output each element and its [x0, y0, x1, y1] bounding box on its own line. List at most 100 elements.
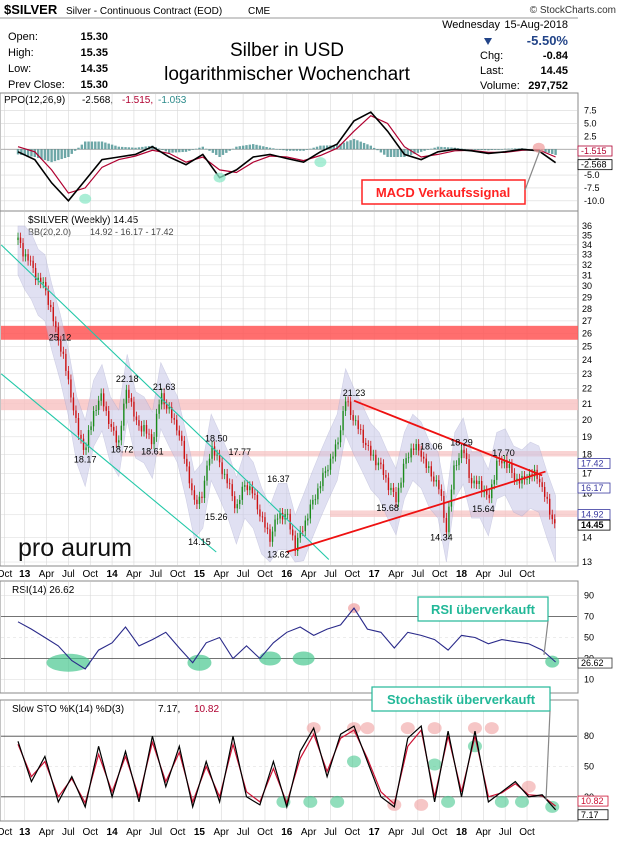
- price-candle-body: [332, 456, 334, 459]
- ppo-histogram-bar: [460, 148, 463, 150]
- x-tick-label: Apr: [476, 569, 492, 580]
- price-candle-body: [385, 474, 387, 478]
- price-candle-body: [453, 465, 455, 490]
- price-candle-body: [196, 499, 198, 505]
- x-tick-label: Apr: [213, 827, 229, 838]
- price-candle-body: [513, 472, 516, 481]
- ppo-histogram-bar: [67, 149, 70, 157]
- price-candle-body: [423, 456, 425, 459]
- rsi-annotation-text: RSI überverkauft: [431, 602, 536, 617]
- ppo-histogram-bar: [137, 147, 141, 150]
- price-candle-body: [244, 485, 246, 487]
- price-candle-body: [511, 464, 513, 473]
- price-value-tag: [577, 458, 611, 469]
- ppo-histogram-bar: [446, 147, 450, 150]
- price-candle-body: [105, 406, 107, 411]
- x-tick-label: Jul: [237, 569, 250, 580]
- ppo-histogram-bar: [493, 149, 497, 150]
- ppo-histogram-bar: [369, 145, 372, 150]
- ppo-histogram-bar: [547, 149, 551, 154]
- ppo-histogram-bar: [309, 148, 312, 150]
- price-candle-body: [354, 420, 357, 422]
- stochastic-highlight-oval: [330, 795, 345, 808]
- price-label: 17.77: [228, 447, 251, 457]
- ppo-histogram-bar: [389, 149, 393, 157]
- price-candle-body: [181, 435, 183, 441]
- price-candle-body: [108, 410, 110, 425]
- price-candle-body: [261, 516, 264, 518]
- ppo-histogram-bar: [483, 149, 487, 151]
- ppo-histogram-bar: [208, 149, 211, 151]
- ppo-histogram-bar: [292, 149, 295, 151]
- ppo-histogram-bar: [120, 146, 124, 150]
- ppo-histogram-bar: [514, 148, 517, 150]
- price-candle-body: [115, 430, 117, 443]
- ppo-histogram-bar: [409, 149, 413, 155]
- price-candle-body: [541, 482, 543, 487]
- price-y-tick-label: 17: [582, 469, 592, 479]
- price-label: 14.34: [430, 533, 453, 543]
- bollinger-band: [17, 225, 556, 563]
- x-tick-label: Jul: [324, 569, 337, 580]
- ppo-histogram-bar: [346, 141, 349, 150]
- ppo-histogram-bar: [157, 148, 161, 150]
- price-candle-body: [123, 403, 125, 426]
- ppo-histogram-bar: [430, 148, 433, 150]
- ppo-legend-name: PPO(12,26,9): [4, 95, 65, 106]
- stochastic-annotation: Stochastik überverkauft: [371, 686, 551, 801]
- price-label: 25.12: [49, 333, 72, 343]
- ppo-line: [17, 111, 557, 203]
- x-tick-label: Jul: [411, 569, 424, 580]
- price-candle-body: [198, 496, 201, 505]
- price-y-tick-label: 31: [582, 270, 592, 280]
- stochastic-highlight-oval: [303, 795, 318, 808]
- price-candle-body: [448, 506, 450, 533]
- price-candle-body: [324, 471, 327, 473]
- stochastic-highlight-oval: [360, 722, 375, 735]
- ppo-histogram-bar: [544, 149, 547, 153]
- ppo-histogram-bar: [554, 149, 557, 155]
- price-y-tick-label: 20: [582, 415, 592, 425]
- price-candle-body: [415, 444, 417, 451]
- grid-lines: [1, 94, 577, 820]
- price-value-tag: [577, 509, 611, 520]
- price-candle-body: [165, 404, 168, 409]
- price-candle-body: [29, 260, 32, 262]
- rsi-annotation: RSI überverkauft: [417, 596, 549, 656]
- price-label: 18.72: [111, 445, 134, 455]
- price-label: 18.61: [141, 447, 164, 457]
- price-candle-body: [347, 401, 349, 403]
- prev-close-label: Prev Close:: [8, 79, 65, 91]
- rsi-highlight-oval: [187, 654, 212, 671]
- price-label: 21.23: [343, 388, 366, 398]
- price-candle-body: [352, 414, 354, 421]
- price-candle-body: [17, 237, 19, 241]
- rsi-y-tick-label: 10: [584, 675, 594, 685]
- ppo-y-tick-label: 7.5: [584, 106, 597, 116]
- ppo-histogram-bar: [20, 149, 23, 155]
- ppo-histogram-bar: [372, 147, 376, 150]
- ppo-histogram-bar: [231, 148, 235, 150]
- low-label: Low:: [8, 63, 31, 75]
- price-y-tick-label: 22: [582, 383, 592, 393]
- price-candle-body: [372, 454, 375, 456]
- ppo-histogram-bar: [225, 149, 228, 153]
- stochastic-value-label: 7.17: [581, 810, 599, 820]
- price-candle-body: [97, 400, 100, 410]
- price-candle-body: [412, 448, 415, 451]
- ppo-histogram-bar: [490, 149, 493, 150]
- rsi-highlight-oval: [545, 655, 560, 668]
- price-candle-body: [329, 458, 332, 470]
- price-candle-body: [34, 267, 37, 281]
- price-candle-body: [400, 482, 402, 488]
- ppo-y-tick-label: -7.5: [584, 183, 600, 193]
- ppo-histogram-bar: [100, 141, 104, 150]
- ppo-histogram-bar: [168, 149, 171, 153]
- ppo-histogram-bar: [312, 147, 315, 150]
- price-candle-body: [554, 519, 556, 524]
- price-candle-body: [279, 512, 281, 519]
- price-candle-body: [322, 472, 324, 487]
- resistance-zone-26: [1, 325, 578, 340]
- ppo-histogram-bar: [359, 141, 362, 150]
